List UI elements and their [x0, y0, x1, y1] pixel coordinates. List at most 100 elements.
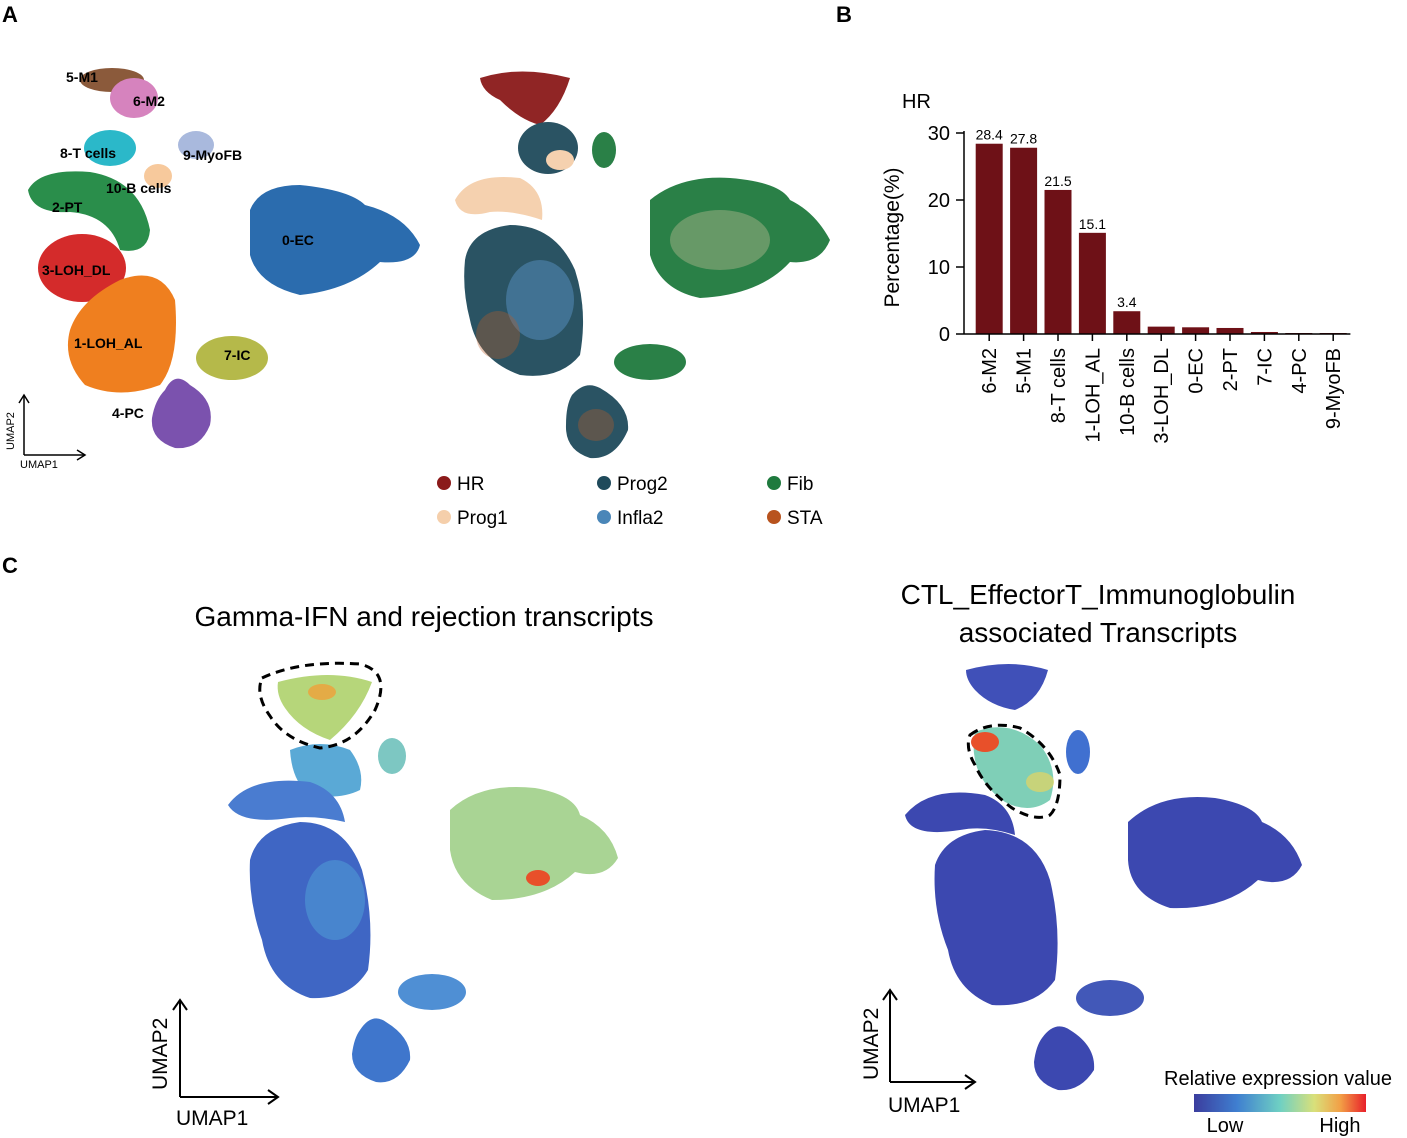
- cluster-label-pc: 4-PC: [112, 405, 144, 421]
- cluster-label-loh-dl: 3-LOH_DL: [42, 262, 111, 278]
- cluster-t-blob: [84, 130, 136, 166]
- x-tick-label-1-LOH_AL: 1-LOH_AL: [1082, 348, 1104, 443]
- cluster-loh-al-blob: [67, 275, 176, 393]
- legend-hr-label: HR: [457, 474, 484, 495]
- panel-label-c: C: [2, 553, 18, 578]
- cluster-m2-blob: [110, 78, 158, 118]
- gamma-myofb-region: [378, 738, 406, 774]
- group-sta-region: [476, 311, 520, 359]
- ctl-top-region: [966, 664, 1048, 710]
- x-tick-label-8-T cells: 8-T cells: [1048, 348, 1070, 423]
- y-tick-label-0: 0: [939, 324, 950, 346]
- group-fib-region: [650, 177, 830, 298]
- panel-c-right-title-line2: associated Transcripts: [959, 617, 1238, 648]
- panel-c: Gamma-IFN and rejection transcripts CTL_…: [149, 579, 1392, 1137]
- panel-c-right-axis-x-label: UMAP1: [888, 1094, 960, 1117]
- ctl-warm-spot: [1026, 772, 1054, 792]
- bar-chart-y-label: Percentage(%): [881, 167, 904, 307]
- bar-1-LOH_AL: [1078, 232, 1106, 334]
- cluster-blobs: [28, 68, 420, 449]
- bar-value-label-1-LOH_AL: 15.1: [1079, 216, 1106, 232]
- ctl-loh-region: [934, 830, 1058, 1006]
- y-tick-label-20: 20: [928, 190, 950, 212]
- colorbar-low-label: Low: [1207, 1115, 1244, 1137]
- legend-prog2-label: Prog2: [617, 474, 668, 495]
- ctl-ic-region: [1076, 980, 1144, 1016]
- legend-infla2-label: Infla2: [617, 508, 663, 529]
- gamma-highlight-outline: [258, 661, 383, 750]
- ctl-pc-region: [1034, 1026, 1095, 1091]
- gamma-ic-region: [398, 974, 466, 1010]
- panel-c-right-title-line1: CTL_EffectorT_Immunoglobulin: [901, 579, 1296, 610]
- x-tick-label-5-M1: 5-M1: [1014, 348, 1036, 394]
- legend-hr-dot: [437, 476, 451, 490]
- group-sta-pc-overlay: [578, 409, 614, 441]
- cluster-loh-dl-blob: [38, 234, 126, 302]
- bar-value-label-10-B cells: 3.4: [1117, 294, 1137, 310]
- panel-a-axis-x-label: UMAP1: [20, 459, 58, 471]
- panel-b-bar-chart: HR Percentage(%) 0 10 20 30 28.4 27.8 21.5 15.…: [881, 91, 1351, 444]
- bar-6-M2: [975, 143, 1003, 334]
- group-umap: [455, 71, 830, 459]
- legend-prog2-dot: [597, 476, 611, 490]
- ctl-myofb-region: [1066, 730, 1090, 774]
- bar-chart-y-axis: 0 10 20 30: [928, 123, 965, 346]
- bar-value-label-6-M2: 28.4: [976, 127, 1003, 143]
- group-prog1-spot: [546, 150, 574, 170]
- x-tick-label-7-IC: 7-IC: [1254, 348, 1276, 386]
- legend-sta-dot: [767, 510, 781, 524]
- legend-prog1-label: Prog1: [457, 508, 508, 529]
- cluster-b-blob: [144, 164, 172, 188]
- cluster-label-b-cells: 10-B cells: [106, 180, 172, 196]
- cluster-ec-blob: [250, 185, 420, 295]
- group-prog1-region: [455, 176, 543, 220]
- cluster-pc-blob: [151, 378, 211, 449]
- umap-ctl: [905, 664, 1302, 1091]
- ctl-ec-region: [1128, 797, 1302, 909]
- y-tick-label-30: 30: [928, 123, 950, 145]
- x-tick-label-2-PT: 2-PT: [1220, 348, 1242, 391]
- gamma-ec-region: [450, 786, 618, 900]
- panel-c-left-axis-y-label: UMAP2: [149, 1018, 172, 1090]
- panel-a-axis-arrows: [18, 393, 87, 461]
- bar-value-label-5-M1: 27.8: [1010, 131, 1037, 147]
- panel-c-left-title: Gamma-IFN and rejection transcripts: [194, 601, 653, 632]
- legend-fib-label: Fib: [787, 474, 813, 495]
- legend-sta-label: STA: [787, 508, 823, 529]
- panel-a-umap: 5-M1 6-M2 8-T cells 9-MyoFB 10-B cells 2…: [5, 68, 830, 529]
- bar-value-label-8-T cells: 21.5: [1044, 173, 1071, 189]
- cluster-label-loh-al: 1-LOH_AL: [74, 335, 143, 351]
- cluster-label-ic: 7-IC: [224, 347, 250, 363]
- panel-a-legend: HR Prog2 Fib Prog1 Infla2 STA: [437, 474, 823, 529]
- panel-c-left-axis-arrows: [172, 998, 280, 1105]
- group-pc-region: [565, 385, 629, 459]
- gamma-pc-region: [352, 1018, 411, 1083]
- panel-c-right-axis-y-label: UMAP2: [860, 1008, 883, 1080]
- cluster-ic-blob: [196, 336, 268, 380]
- bar-chart-bars: 28.4 27.8 21.5 15.1 3.4: [976, 127, 1347, 334]
- bar-0-EC: [1182, 327, 1210, 334]
- y-tick-label-10: 10: [928, 257, 950, 279]
- group-fib-ic-region: [614, 344, 686, 380]
- legend-prog1-dot: [437, 510, 451, 524]
- bar-5-M1: [1010, 147, 1038, 334]
- colorbar-title: Relative expression value: [1164, 1068, 1392, 1090]
- bar-chart-x-axis: 6-M2 5-M1 8-T cells 1-LOH_AL 10-B cells 3-LOH…: [964, 333, 1351, 444]
- x-tick-label-0-EC: 0-EC: [1186, 348, 1208, 394]
- x-tick-label-3-LOH_DL: 3-LOH_DL: [1151, 348, 1173, 444]
- panel-label-b: B: [836, 2, 852, 27]
- ctl-pt-region: [905, 792, 1015, 835]
- cluster-label-ec: 0-EC: [282, 232, 314, 248]
- cluster-label-m2: 6-M2: [133, 93, 165, 109]
- x-tick-label-10-B cells: 10-B cells: [1117, 348, 1139, 436]
- group-infla2-region: [506, 260, 574, 340]
- group-fib-spot: [592, 132, 616, 168]
- colorbar-high-label: High: [1319, 1115, 1360, 1137]
- panel-label-a: A: [2, 2, 18, 27]
- umap-gamma-ifn: [228, 661, 618, 1083]
- legend-fib-dot: [767, 476, 781, 490]
- panel-c-right-axis-arrows: [882, 988, 977, 1090]
- bar-8-T cells: [1044, 189, 1072, 334]
- cluster-label-m1: 5-M1: [66, 69, 98, 85]
- x-tick-label-6-M2: 6-M2: [979, 348, 1001, 394]
